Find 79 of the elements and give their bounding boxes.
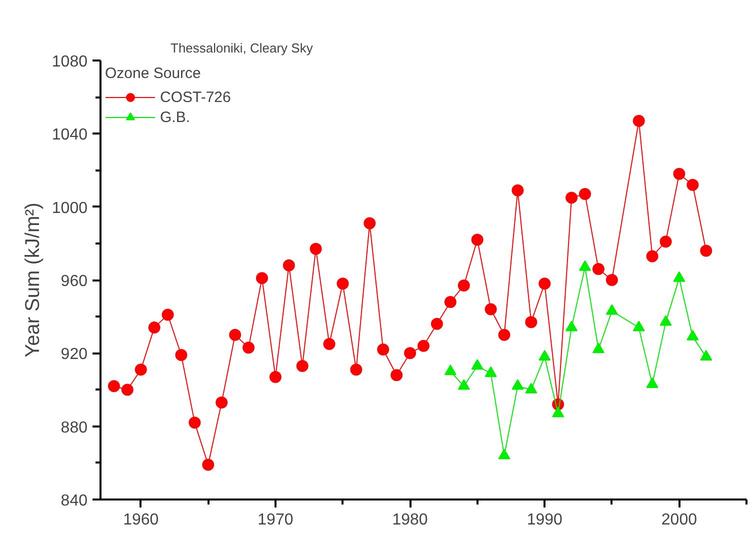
legend-title: Ozone Source bbox=[105, 65, 202, 82]
x-tick-label: 1980 bbox=[392, 512, 428, 528]
y-tick-label: 1000 bbox=[52, 200, 88, 217]
y-axis-title: Year Sum (kJ/m²) bbox=[22, 202, 44, 358]
point bbox=[269, 370, 282, 383]
point bbox=[458, 379, 470, 390]
point bbox=[471, 234, 484, 246]
legend-label: COST-726 bbox=[160, 88, 231, 106]
point bbox=[566, 192, 578, 204]
point bbox=[134, 364, 147, 376]
point bbox=[242, 342, 255, 354]
point bbox=[296, 360, 308, 372]
point bbox=[162, 308, 174, 321]
point bbox=[606, 274, 618, 286]
point bbox=[471, 359, 484, 370]
y-tick-label: 880 bbox=[60, 419, 88, 436]
point bbox=[686, 330, 699, 340]
point bbox=[686, 178, 699, 191]
point bbox=[377, 344, 390, 356]
point bbox=[525, 316, 538, 328]
point bbox=[566, 320, 578, 332]
point bbox=[673, 271, 686, 282]
point bbox=[418, 340, 430, 352]
point bbox=[632, 114, 645, 127]
point bbox=[444, 364, 456, 376]
point bbox=[538, 278, 551, 290]
point bbox=[175, 349, 188, 361]
x-tick-label: 1970 bbox=[258, 512, 294, 528]
point bbox=[444, 296, 456, 308]
point bbox=[430, 318, 443, 330]
point bbox=[579, 188, 591, 200]
point bbox=[484, 366, 497, 377]
chart-title: Thessaloniki, Cleary Sky bbox=[170, 40, 314, 56]
point bbox=[108, 380, 120, 392]
point bbox=[646, 377, 658, 388]
point bbox=[498, 328, 510, 341]
point bbox=[148, 322, 160, 334]
point bbox=[323, 338, 336, 350]
x-tick-label: 2000 bbox=[661, 512, 698, 528]
point bbox=[458, 280, 470, 292]
point bbox=[484, 303, 497, 316]
point bbox=[592, 263, 604, 276]
point bbox=[525, 382, 538, 394]
point bbox=[121, 384, 134, 396]
point bbox=[700, 244, 712, 257]
y-tick-label: 960 bbox=[60, 273, 88, 290]
point bbox=[673, 168, 686, 180]
legend-label: G.B. bbox=[160, 108, 190, 126]
point bbox=[579, 260, 591, 271]
point bbox=[188, 416, 201, 429]
x-tick-label: 1960 bbox=[123, 512, 159, 528]
point bbox=[632, 320, 645, 332]
point bbox=[256, 272, 268, 284]
point bbox=[216, 396, 228, 409]
y-tick-label: 1080 bbox=[52, 54, 88, 70]
y-tick-label: 840 bbox=[60, 492, 88, 510]
point bbox=[364, 217, 376, 230]
point bbox=[700, 350, 712, 360]
point bbox=[660, 236, 672, 248]
point bbox=[552, 406, 564, 418]
point bbox=[350, 364, 362, 376]
point bbox=[512, 184, 524, 196]
point bbox=[390, 369, 403, 382]
point bbox=[592, 342, 604, 354]
point bbox=[404, 347, 416, 360]
point bbox=[512, 379, 524, 390]
point bbox=[310, 242, 322, 255]
point bbox=[282, 259, 295, 272]
point bbox=[498, 448, 510, 460]
point bbox=[336, 278, 349, 290]
point bbox=[660, 315, 672, 326]
y-tick-label: 1040 bbox=[52, 126, 88, 144]
point bbox=[538, 350, 551, 360]
point bbox=[646, 250, 658, 262]
point bbox=[229, 328, 242, 341]
y-tick-label: 920 bbox=[60, 346, 88, 364]
point bbox=[606, 304, 618, 315]
point bbox=[202, 458, 214, 471]
x-tick-label: 1990 bbox=[526, 512, 563, 528]
